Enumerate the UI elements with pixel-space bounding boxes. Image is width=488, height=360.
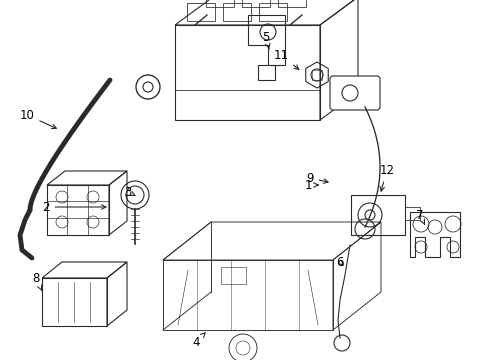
Circle shape xyxy=(126,186,143,204)
Text: 4: 4 xyxy=(192,333,205,348)
Text: 8: 8 xyxy=(32,271,41,290)
Text: 3: 3 xyxy=(124,185,135,198)
Text: 7: 7 xyxy=(415,208,424,224)
Text: 10: 10 xyxy=(20,108,56,129)
Text: 5: 5 xyxy=(262,31,269,49)
Text: 9: 9 xyxy=(305,171,327,185)
Text: 11: 11 xyxy=(273,49,298,69)
Text: 6: 6 xyxy=(336,256,343,269)
FancyBboxPatch shape xyxy=(329,76,379,110)
Text: 1: 1 xyxy=(304,179,317,192)
Text: 2: 2 xyxy=(42,201,106,213)
Text: 12: 12 xyxy=(379,163,394,191)
